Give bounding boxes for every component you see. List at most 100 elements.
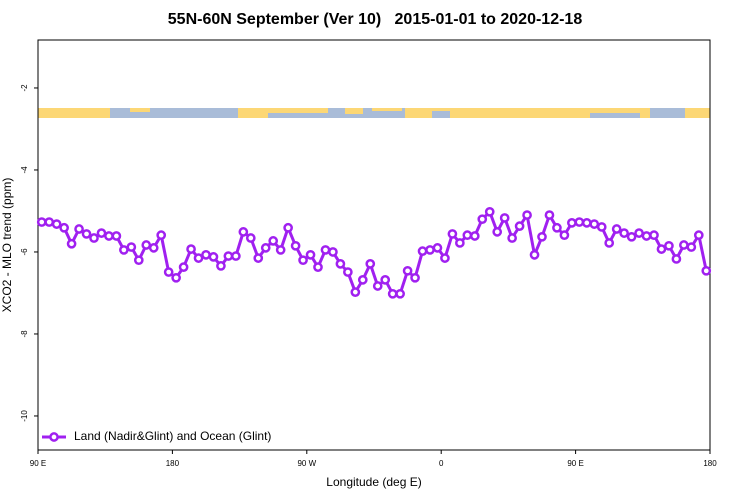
point xyxy=(133,255,144,266)
point xyxy=(641,231,652,241)
series-line xyxy=(41,209,708,296)
point xyxy=(447,229,458,239)
point xyxy=(357,275,368,285)
point xyxy=(499,213,510,223)
point xyxy=(231,251,241,261)
point xyxy=(335,259,346,269)
x-tick-label: 90 W xyxy=(297,459,316,468)
point xyxy=(671,254,682,264)
point xyxy=(567,218,577,228)
point xyxy=(156,230,167,241)
point xyxy=(350,287,361,297)
point xyxy=(44,217,55,227)
point xyxy=(649,230,659,241)
point xyxy=(574,217,585,227)
point xyxy=(328,247,338,257)
point xyxy=(679,240,689,250)
point xyxy=(305,249,316,260)
point xyxy=(201,249,211,260)
point xyxy=(656,244,667,254)
point xyxy=(417,246,428,256)
point xyxy=(619,228,629,238)
y-tick-label: -4 xyxy=(20,166,29,174)
chart-title: 55N-60N September (Ver 10) 2015-01-01 to… xyxy=(168,11,583,28)
point xyxy=(238,227,249,237)
point xyxy=(171,272,181,283)
point xyxy=(701,265,712,276)
x-tick-label: 180 xyxy=(703,459,717,468)
point xyxy=(604,238,615,248)
point xyxy=(402,265,413,276)
y-tick-label: -8 xyxy=(20,330,29,338)
point xyxy=(432,243,443,253)
point xyxy=(141,240,152,250)
point xyxy=(514,221,525,231)
point xyxy=(66,238,77,249)
point xyxy=(119,245,129,255)
x-tick-label: 90 E xyxy=(567,459,583,468)
point xyxy=(74,224,84,234)
point xyxy=(365,259,376,269)
point xyxy=(275,245,286,255)
point xyxy=(529,249,540,260)
x-tick-label: 90 E xyxy=(30,459,46,468)
point xyxy=(664,240,674,251)
point xyxy=(395,288,405,299)
point xyxy=(380,275,391,285)
point xyxy=(477,214,488,225)
point xyxy=(559,230,570,241)
point xyxy=(455,238,465,248)
point xyxy=(51,219,62,229)
point xyxy=(290,240,301,251)
point xyxy=(492,227,503,237)
point xyxy=(178,262,189,272)
point xyxy=(313,262,323,272)
point xyxy=(283,222,293,233)
point xyxy=(372,281,383,291)
point xyxy=(626,231,637,242)
point xyxy=(260,243,271,253)
point xyxy=(440,253,450,263)
y-tick-label: -2 xyxy=(20,84,29,92)
point xyxy=(589,219,600,229)
point xyxy=(522,210,532,220)
point xyxy=(89,233,99,243)
point xyxy=(552,222,562,233)
point xyxy=(537,231,547,242)
x-axis-label: Longitude (deg E) xyxy=(326,475,421,489)
point xyxy=(245,233,256,243)
point xyxy=(320,245,331,255)
x-tick-label: 0 xyxy=(439,459,444,468)
point xyxy=(186,244,196,254)
point xyxy=(634,228,644,238)
point xyxy=(268,236,279,246)
y-tick-label: -6 xyxy=(20,248,29,256)
x-tick-label: 180 xyxy=(166,459,180,468)
point xyxy=(111,231,122,241)
point xyxy=(253,253,264,263)
point xyxy=(596,222,607,232)
point xyxy=(216,261,226,271)
point xyxy=(96,228,107,238)
point xyxy=(581,218,592,228)
point xyxy=(611,224,622,234)
point xyxy=(193,253,204,263)
point xyxy=(126,242,137,252)
point xyxy=(36,217,47,227)
point xyxy=(223,251,234,261)
legend-marker xyxy=(49,432,59,442)
point xyxy=(410,272,420,283)
legend-label: Land (Nadir&Glint) and Ocean (Glint) xyxy=(74,429,271,443)
point xyxy=(484,206,495,217)
point xyxy=(425,245,435,255)
point xyxy=(148,243,159,253)
point xyxy=(163,267,174,277)
point xyxy=(81,229,92,239)
point xyxy=(693,230,704,241)
plot-frame xyxy=(37,39,711,451)
point xyxy=(208,252,219,262)
y-tick-label: -10 xyxy=(20,410,29,422)
point xyxy=(298,255,308,266)
point xyxy=(104,231,114,241)
